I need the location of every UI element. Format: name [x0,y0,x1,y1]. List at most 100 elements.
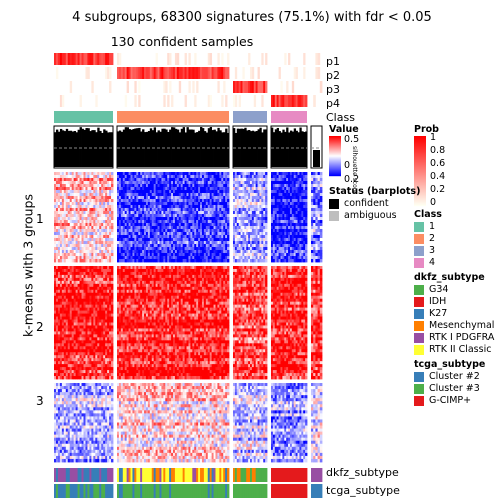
heatmap-cell [153,187,157,191]
heatmap-cell [75,232,78,236]
heatmap-cell [178,178,182,182]
heatmap-cell [55,455,59,460]
heatmap-cell [85,401,88,405]
heatmap-cell [176,241,180,245]
silhouette-bar [67,130,71,167]
heatmap-cell [77,416,80,420]
heatmap-cell [101,376,104,380]
heatmap-cell [54,187,57,191]
heatmap-cell [203,266,207,270]
heatmap-cell [167,181,170,185]
heatmap-cell [97,295,100,300]
heatmap-cell [163,250,166,254]
prob-cell [167,67,170,79]
heatmap-cell [79,190,82,194]
heatmap-cell [79,434,82,439]
heatmap-cell [87,410,90,414]
heatmap-cell [126,241,129,245]
heatmap-cell [77,283,80,288]
heatmap-cell [89,425,92,429]
heatmap-cell [67,220,71,224]
heatmap-cell [221,253,224,257]
heatmap-cell [65,440,69,445]
heatmap-cell [57,196,61,200]
heatmap-cell [171,214,174,218]
heatmap-cell [57,319,61,323]
heatmap-cell [99,250,102,254]
heatmap-cell [83,292,86,297]
heatmap-cell [55,229,59,233]
heatmap-cell [57,283,61,288]
heatmap-cell [87,241,90,245]
heatmap-cell [73,310,77,314]
heatmap-cell [188,199,191,203]
heatmap-cell [196,268,199,273]
heatmap-cell [111,181,114,185]
heatmap-cell [73,235,77,239]
heatmap-cell [95,383,98,387]
heatmap-cell [95,401,98,405]
heatmap-cell [65,389,69,393]
heatmap-cell [117,208,120,212]
heatmap-cell [71,392,75,396]
prob-cell [134,67,137,79]
heatmap-cell [97,352,100,356]
heatmap-cell [165,241,168,245]
heatmap-cell [75,250,78,254]
heatmap-cell [71,383,75,387]
class-cell-2 [117,111,229,123]
heatmap-cell [85,358,88,362]
heatmap-cell [120,178,124,182]
heatmap-cell [55,428,59,433]
heatmap-cell [85,301,88,306]
heatmap-cell [71,428,75,433]
heatmap-cell [165,193,168,197]
heatmap-cell [223,205,226,209]
prob-cell [200,67,203,79]
heatmap-cell [200,187,203,191]
heatmap-cell [109,211,112,215]
heatmap-cell [173,196,176,200]
heatmap-cell [54,328,57,332]
heatmap-cell [184,223,187,227]
prob-cell [167,95,170,107]
heatmap-cell [73,419,77,423]
heatmap-cell [87,310,90,314]
heatmap-cell [126,229,129,233]
heatmap-cell [207,172,211,176]
silhouette-bar [95,132,98,167]
heatmap-cell [219,229,222,233]
heatmap-cell [111,268,114,273]
heatmap-cell [73,190,77,194]
heatmap-cell [57,268,61,273]
heatmap-cell [155,259,158,263]
heatmap-cell [209,178,213,182]
heatmap-cell [211,253,214,257]
heatmap-cell [87,422,90,426]
heatmap-cell [83,440,86,445]
heatmap-cell [178,247,182,251]
heatmap-cell [203,202,207,206]
heatmap-cell [85,458,88,463]
heatmap-cell [77,220,80,224]
heatmap-cell [63,226,67,230]
heatmap-cell [103,193,106,197]
heatmap-cell [93,361,96,365]
heatmap-cell [225,217,228,221]
heatmap-cell [81,250,84,254]
heatmap-cell [73,422,77,426]
heatmap-cell [200,202,203,206]
tcga-cell [63,484,67,498]
heatmap-cell [71,455,75,460]
heatmap-cell [93,266,96,270]
heatmap-cell [83,367,86,371]
heatmap-cell [200,266,203,270]
heatmap-cell [99,211,102,215]
heatmap-cell [59,395,63,399]
heatmap-cell [132,266,135,270]
heatmap-cell [97,413,100,417]
heatmap-cell [192,266,195,270]
heatmap-cell [101,419,104,423]
heatmap-cell [217,175,220,179]
heatmap-cell [203,253,207,257]
